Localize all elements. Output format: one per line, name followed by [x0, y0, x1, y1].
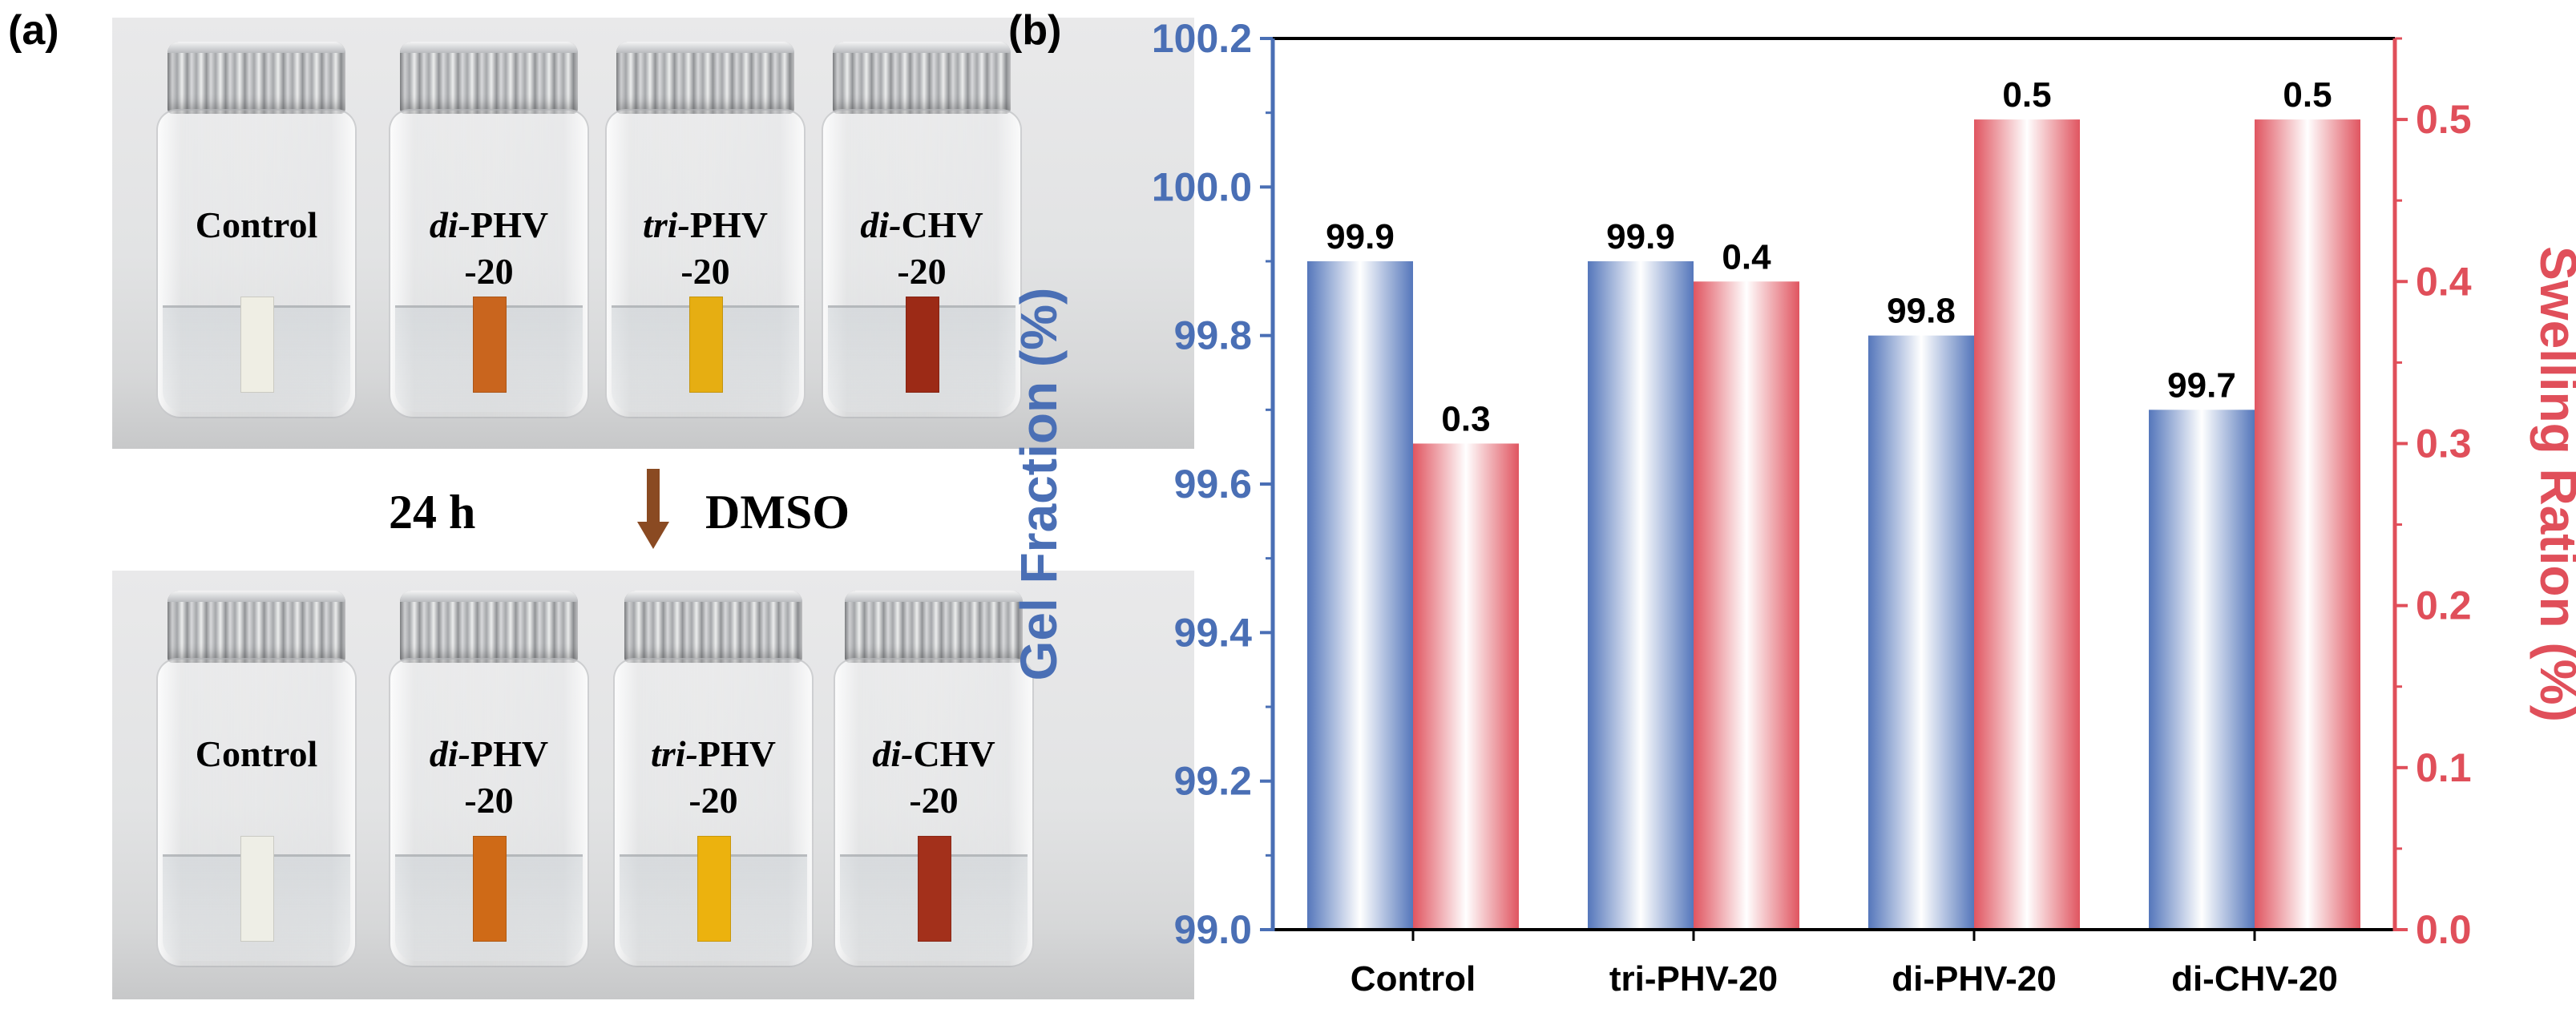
condition-solvent: DMSO: [705, 486, 850, 539]
right-y-axis-title: Swelling Ration (%): [2530, 246, 2576, 722]
vial-body: [834, 658, 1034, 967]
vial-label: di-PHV -20: [389, 731, 589, 824]
vial: Control: [156, 42, 357, 418]
vial-label-prefix: di-: [429, 204, 470, 245]
bar-value-label: 0.3: [1441, 399, 1490, 438]
vial-label: Control: [156, 202, 357, 248]
film-strip: [240, 297, 274, 393]
down-arrow-icon: [637, 469, 669, 549]
left-y-tick-label: 100.0: [1152, 164, 1252, 209]
vial-cap: [833, 42, 1011, 114]
film-strip: [689, 297, 723, 393]
film-strip: [473, 836, 507, 942]
vial-label-name: PHV: [470, 204, 549, 245]
vial-label: tri-PHV -20: [605, 202, 806, 295]
vial-label-prefix: di-: [860, 204, 902, 245]
vial-label: di-CHV -20: [834, 731, 1034, 824]
vial: tri-PHV -20: [613, 591, 814, 967]
vial-label-name: Control: [195, 204, 318, 245]
right-y-tick-label: 0.5: [2416, 97, 2472, 142]
vial-label: di-CHV -20: [822, 202, 1022, 295]
vial-label-prefix: di-: [872, 733, 914, 774]
left-y-tick-label: 99.8: [1174, 313, 1252, 358]
gel-fraction-bar: [1307, 261, 1413, 930]
left-y-tick-label: 99.2: [1174, 759, 1252, 804]
vial: di-PHV -20: [389, 42, 589, 418]
panel-b-label: (b): [1008, 7, 1062, 54]
gel-fraction-bar: [2149, 410, 2255, 930]
vial-label-prefix: tri-: [643, 204, 690, 245]
condition-time: 24 h: [389, 486, 476, 539]
film-strip: [918, 836, 951, 942]
vial-label-name: CHV: [901, 204, 983, 245]
vial-label-name: PHV: [470, 733, 549, 774]
left-y-tick-label: 99.4: [1174, 610, 1253, 655]
vial-label-suffix: -20: [464, 251, 514, 292]
bar-value-label: 0.4: [1722, 237, 1771, 276]
vial-label: Control: [156, 731, 357, 777]
bar-value-label: 99.7: [2167, 365, 2236, 405]
right-y-tick-label: 0.1: [2416, 745, 2472, 790]
gel-fraction-bar: [1588, 261, 1694, 930]
photo-after: Control di-PHV -20 tri-PHV -20 di-CHV -20: [112, 571, 1194, 999]
vial: tri-PHV -20: [605, 42, 806, 418]
film-strip: [697, 836, 731, 942]
left-y-tick-label: 99.6: [1174, 462, 1252, 506]
vial-cap: [624, 591, 802, 663]
vial-label-suffix: -20: [909, 780, 959, 821]
vial-label-name: PHV: [689, 204, 768, 245]
vial-label-name: Control: [195, 733, 318, 774]
swelling-ratio-bar: [1694, 281, 1799, 930]
right-y-tick-label: 0.2: [2416, 583, 2472, 628]
left-y-axis-title: Gel Fraction (%): [1010, 288, 1068, 681]
film-strip: [906, 297, 939, 393]
vial-label: tri-PHV -20: [613, 731, 814, 824]
swelling-ratio-bar: [1413, 443, 1519, 930]
film-strip: [473, 297, 507, 393]
vial-cap: [168, 591, 345, 663]
vial-cap: [400, 591, 578, 663]
x-tick-label: Control: [1351, 959, 1476, 999]
film-strip: [240, 836, 274, 942]
bar-value-label: 99.9: [1606, 217, 1675, 256]
vial-body: [389, 658, 589, 967]
vial: di-CHV -20: [834, 591, 1034, 967]
swelling-ratio-bar: [1974, 119, 2080, 930]
condition-row: 24 h DMSO: [112, 461, 1194, 557]
vial-cap: [845, 591, 1023, 663]
vial-label-suffix: -20: [897, 251, 947, 292]
left-y-tick-label: 99.0: [1174, 907, 1252, 952]
bar-value-label: 99.8: [1887, 292, 1956, 331]
vial-label-name: CHV: [913, 733, 995, 774]
x-tick-label: tri-PHV-20: [1609, 959, 1778, 999]
vial-cap: [616, 42, 794, 114]
vial: Control: [156, 591, 357, 967]
vial-label-suffix: -20: [680, 251, 730, 292]
vial-label-prefix: tri-: [651, 733, 698, 774]
vial-label-suffix: -20: [464, 780, 514, 821]
vial-cap: [168, 42, 345, 114]
x-tick-label: di-CHV-20: [2171, 959, 2338, 999]
bar-value-label: 0.5: [2283, 75, 2332, 115]
bar-value-label: 0.5: [2002, 75, 2051, 115]
vial-cap: [400, 42, 578, 114]
bar-value-label: 99.9: [1326, 217, 1395, 256]
vial-label-prefix: di-: [429, 733, 470, 774]
vial: di-PHV -20: [389, 591, 589, 967]
right-y-tick-label: 0.3: [2416, 421, 2472, 466]
right-y-tick-label: 0.0: [2416, 907, 2472, 952]
panel-a-label: (a): [8, 7, 59, 54]
vial-label-name: PHV: [697, 733, 776, 774]
gel-fraction-bar: [1868, 335, 1974, 930]
vial-label: di-PHV -20: [389, 202, 589, 295]
left-y-tick-label: 100.2: [1152, 16, 1252, 61]
vial-label-suffix: -20: [688, 780, 738, 821]
right-y-tick-label: 0.4: [2416, 259, 2472, 304]
swelling-ratio-bar: [2255, 119, 2360, 930]
x-tick-label: di-PHV-20: [1892, 959, 2056, 999]
photo-before: Control di-PHV -20 tri-PHV -20 di-CHV -20: [112, 18, 1194, 449]
vial: di-CHV -20: [822, 42, 1022, 418]
